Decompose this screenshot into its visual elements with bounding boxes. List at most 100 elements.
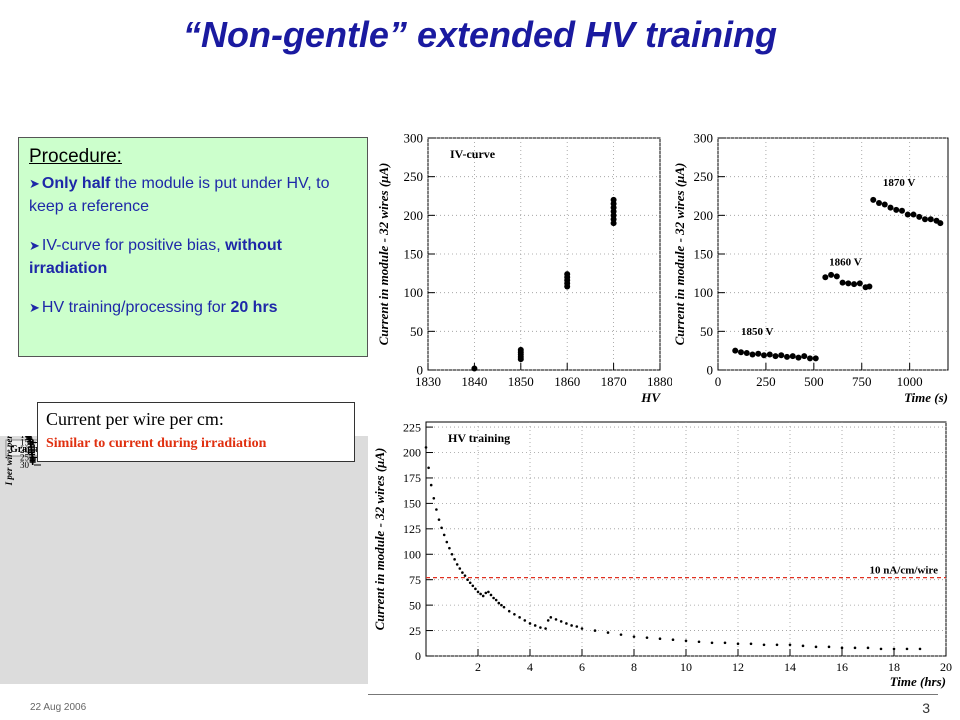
data-point	[468, 581, 472, 585]
procedure-item: ➤ Only half the module is put under HV, t…	[29, 172, 357, 218]
data-point	[474, 587, 477, 591]
x-axis-label: Time (s)	[904, 390, 948, 405]
data-point	[905, 647, 909, 651]
annotation: 1860 V	[829, 257, 862, 269]
data-point	[775, 643, 779, 647]
data-point	[772, 353, 779, 360]
data-point	[916, 213, 923, 220]
procedure-item: ➤ HV training/processing for 20 hrs	[29, 296, 357, 319]
data-point	[489, 593, 493, 597]
x-tick-label: 1850	[508, 374, 534, 389]
data-point	[575, 625, 579, 628]
data-point	[427, 466, 430, 470]
data-point	[513, 612, 516, 616]
data-point	[892, 647, 896, 651]
data-point	[822, 274, 829, 281]
x-axis-label: HV	[640, 390, 661, 405]
x-tick-label: 4	[527, 660, 533, 674]
x-tick-label: 500	[804, 374, 824, 389]
data-point	[851, 281, 858, 288]
data-point	[918, 647, 922, 651]
data-point	[879, 647, 883, 651]
reference-line-label: 10 nA/cm/wire	[869, 565, 938, 577]
data-point	[565, 622, 568, 625]
data-point	[435, 508, 438, 511]
data-point	[440, 526, 443, 530]
x-tick-label: 1880	[647, 374, 672, 389]
data-point	[866, 283, 873, 290]
data-point	[484, 591, 488, 595]
y-tick-label: 200	[694, 208, 714, 223]
data-point	[554, 618, 558, 621]
data-point	[424, 446, 428, 449]
data-point	[492, 596, 495, 600]
x-tick-label: 1000	[897, 374, 923, 389]
data-point	[487, 590, 490, 594]
data-point	[937, 220, 944, 227]
data-point	[518, 616, 521, 619]
data-point	[507, 609, 511, 613]
data-point	[684, 639, 688, 643]
data-point	[453, 558, 456, 561]
data-point	[876, 199, 882, 206]
data-point	[437, 518, 441, 521]
data-point	[784, 353, 790, 360]
y-tick-label: 0	[415, 649, 421, 663]
arrow-bullet-icon: ➤	[29, 176, 40, 191]
page-number: 3	[922, 700, 930, 716]
y-tick-label: 50	[409, 598, 421, 612]
data-point	[523, 619, 527, 622]
x-tick-label: 750	[852, 374, 872, 389]
data-point	[479, 592, 482, 596]
data-point	[801, 353, 808, 360]
data-point	[866, 646, 870, 650]
data-point	[893, 206, 900, 213]
data-point	[887, 204, 894, 211]
y-tick-label: 100	[404, 285, 424, 300]
data-point	[645, 636, 649, 639]
data-point	[899, 207, 905, 214]
x-tick-label: 1860	[554, 374, 580, 389]
data-point	[455, 563, 459, 566]
slide-title: “Non-gentle” extended HV training	[182, 14, 778, 55]
data-point	[697, 640, 701, 644]
footer-divider	[368, 694, 938, 695]
current-box-title: Current per wire per cm:	[46, 409, 224, 429]
x-tick-label: 12	[732, 660, 744, 674]
data-point	[564, 271, 571, 278]
data-point	[559, 620, 563, 623]
data-point	[593, 629, 597, 632]
y-tick-label: 0	[417, 363, 424, 378]
y-tick-label: 250	[694, 169, 714, 184]
data-point	[429, 483, 433, 487]
y-tick-label: 50	[700, 324, 713, 339]
x-tick-label: 18	[888, 660, 900, 674]
y-tick-label: 100	[403, 547, 421, 561]
current-box-subtitle: Similar to current during irradiation	[46, 436, 267, 451]
y-axis-label: Current in module - 32 wires (μA)	[372, 448, 387, 631]
y-tick-label: 50	[410, 324, 423, 339]
data-point	[788, 643, 792, 647]
x-tick-label: 2	[475, 660, 481, 674]
current-per-wire-box: Current per wire per cm: Similar to curr…	[37, 402, 355, 462]
data-point	[580, 627, 584, 630]
data-point	[546, 619, 550, 622]
data-point	[570, 624, 573, 627]
x-tick-label: 1870	[601, 374, 627, 389]
data-point	[762, 643, 766, 647]
data-point	[904, 211, 911, 218]
canvas-background	[0, 436, 368, 684]
data-point	[732, 347, 739, 354]
y-tick-label: 30	[20, 460, 30, 470]
item-bold: Only half	[41, 175, 111, 192]
x-axis-label: Time (hrs)	[890, 674, 946, 689]
data-point	[442, 533, 446, 537]
data-point	[610, 196, 617, 203]
data-point	[749, 351, 756, 358]
data-point	[533, 624, 537, 627]
y-tick-label: 25	[20, 453, 30, 463]
arrow-bullet-icon: ➤	[29, 238, 40, 253]
x-tick-label: 6	[579, 660, 585, 674]
x-tick-label: 16	[836, 660, 848, 674]
data-point	[839, 279, 846, 286]
